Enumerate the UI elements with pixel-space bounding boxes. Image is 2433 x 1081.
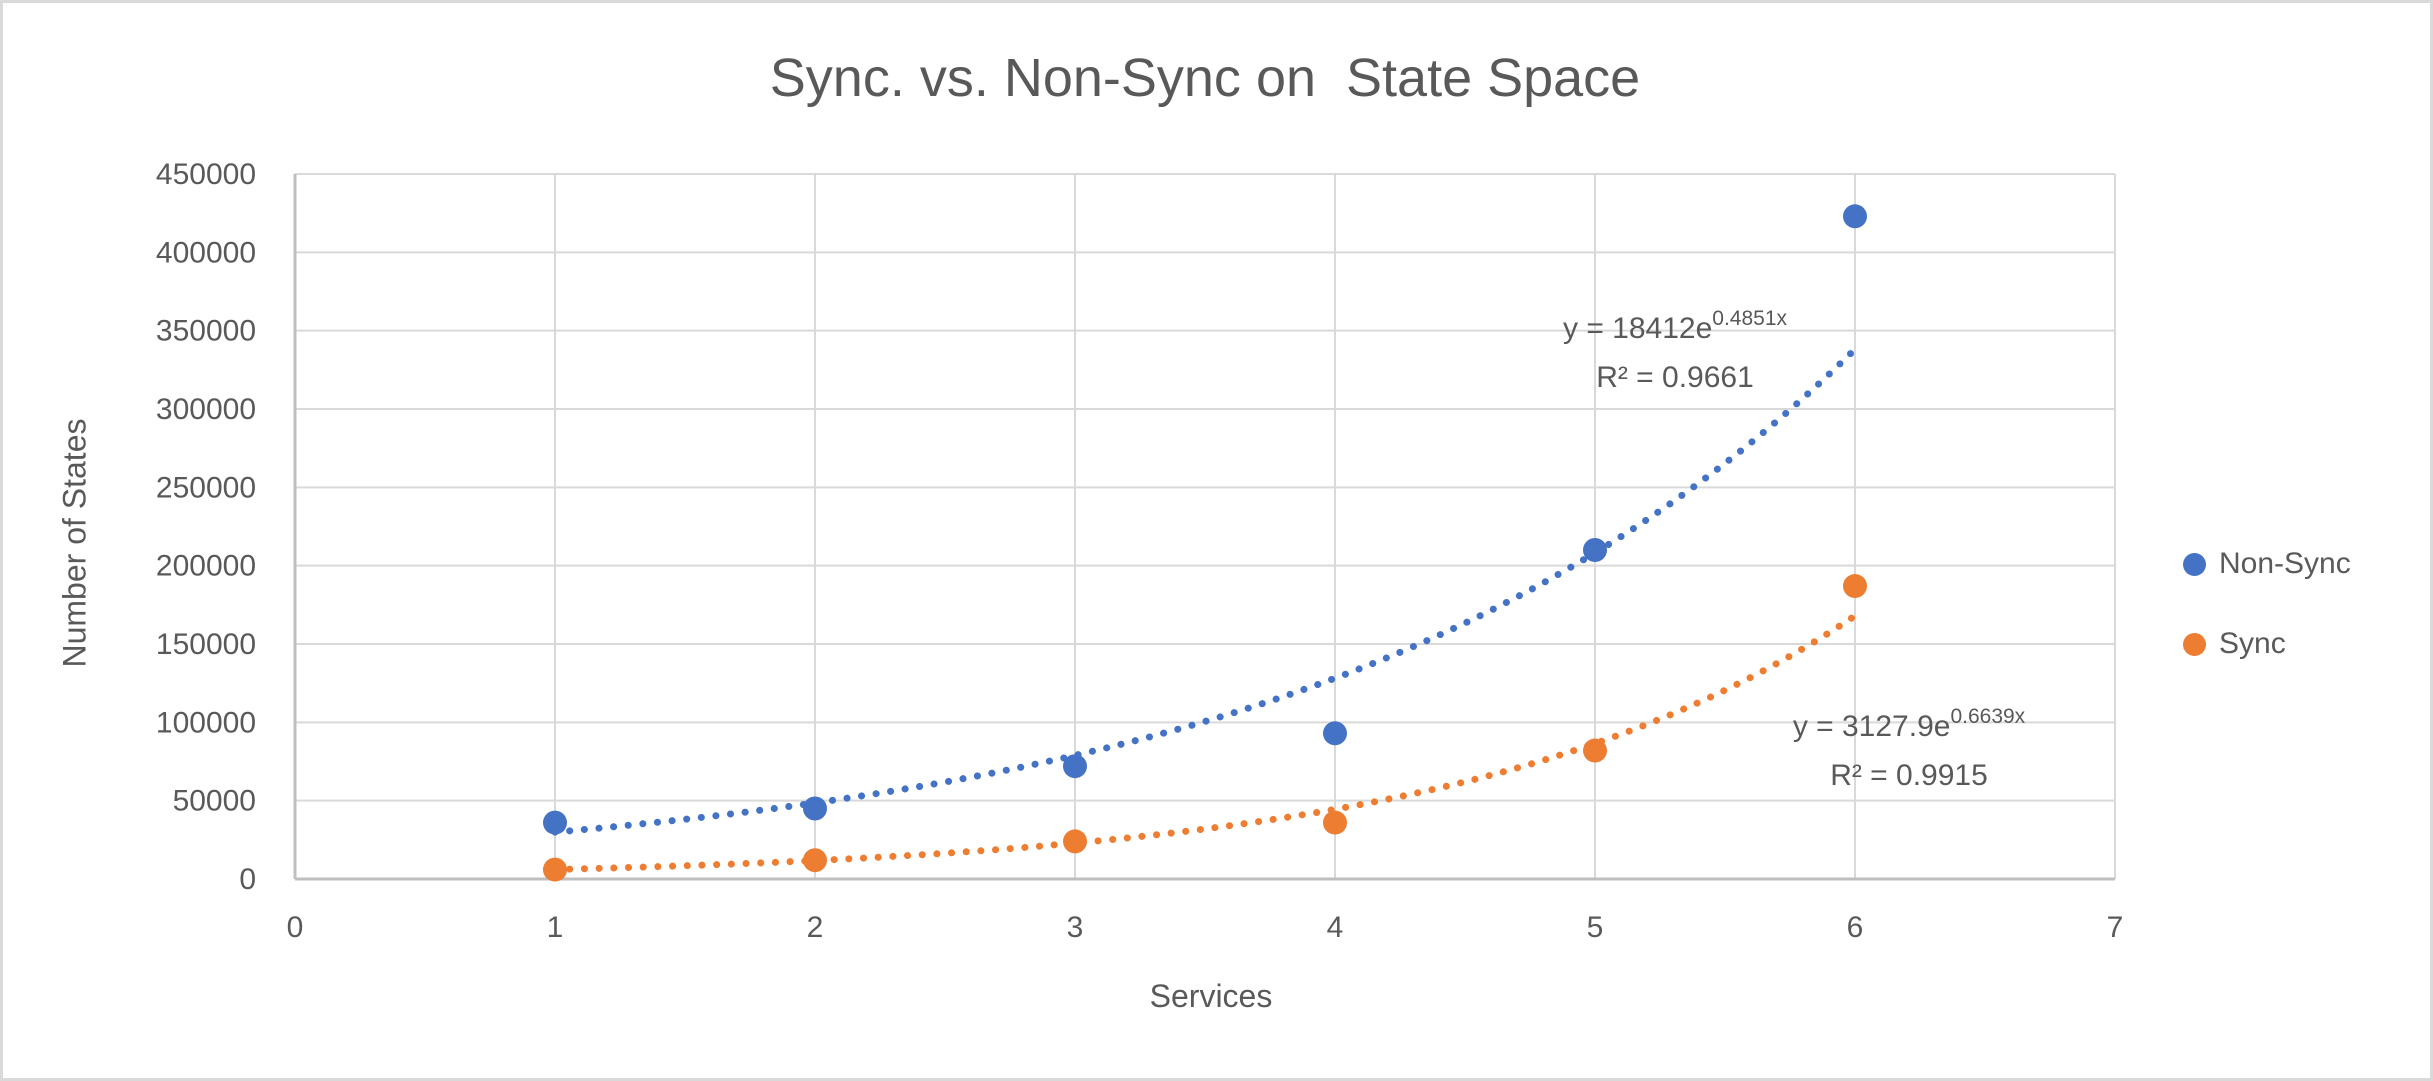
equation-line-sync: y = 3127.9e0.6639x	[1792, 705, 2026, 743]
y-tick-label: 0	[239, 863, 256, 896]
x-tick-label: 3	[1067, 911, 1084, 944]
data-point-non-sync	[1583, 538, 1607, 562]
y-tick-label: 250000	[156, 471, 256, 504]
data-point-non-sync	[1843, 204, 1867, 229]
legend-item-non-sync: Non-Sync	[2183, 547, 2351, 581]
data-point-sync	[1063, 829, 1087, 854]
x-tick-label: 6	[1847, 911, 1864, 944]
r-squared-sync: R² = 0.9915	[1830, 759, 1988, 792]
x-tick-label: 5	[1587, 911, 1604, 944]
data-point-sync	[1323, 810, 1347, 835]
legend-marker-non-sync-icon	[2183, 552, 2206, 576]
data-point-non-sync	[543, 810, 567, 835]
trendline-equation-sync: y = 3127.9e0.6639x R² = 0.9915	[1793, 694, 2025, 800]
y-tick-label: 200000	[156, 550, 256, 583]
r-squared-non-sync: R² = 0.9661	[1596, 361, 1754, 394]
trendline-equation-non-sync: y = 18412e0.4851x R² = 0.9661	[1563, 296, 1787, 402]
y-tick-label: 450000	[156, 158, 256, 191]
x-tick-label: 2	[807, 911, 824, 944]
chart-title: Sync. vs. Non-Sync on State Space	[769, 48, 1641, 108]
data-point-sync	[1843, 574, 1867, 599]
legend: Non-Sync Sync	[2183, 547, 2351, 707]
trendline-sync	[551, 612, 1859, 873]
y-tick-label: 50000	[173, 785, 256, 818]
data-point-sync	[1583, 738, 1607, 763]
y-tick-label: 100000	[156, 706, 256, 739]
y-tick-label: 350000	[156, 315, 256, 348]
data-point-non-sync	[1323, 721, 1347, 746]
data-point-sync	[803, 848, 827, 873]
legend-marker-sync-icon	[2183, 632, 2206, 656]
data-point-non-sync	[1063, 754, 1087, 779]
y-tick-label: 400000	[156, 236, 256, 269]
x-tick-label: 1	[547, 911, 564, 944]
y-tick-label: 300000	[156, 393, 256, 426]
trendline-non-sync	[551, 345, 1859, 836]
chart-plot-area: 0 50000 100000 150000 200000 250000 300000 3500…	[156, 158, 2124, 944]
data-point-non-sync	[803, 796, 827, 821]
equation-line-non-sync: y = 18412e0.4851x	[1562, 307, 1788, 345]
x-axis-title: Services	[1149, 978, 1273, 1014]
legend-item-sync: Sync	[2183, 627, 2351, 661]
y-tick-label: 150000	[156, 628, 256, 661]
y-axis-title: Number of States	[56, 418, 93, 668]
data-point-sync	[543, 857, 567, 882]
legend-label-non-sync: Non-Sync	[2219, 547, 2351, 580]
x-tick-label: 7	[2107, 911, 2124, 944]
legend-label-sync: Sync	[2219, 627, 2286, 660]
x-tick-label: 0	[287, 911, 304, 944]
x-tick-label: 4	[1327, 911, 1344, 944]
